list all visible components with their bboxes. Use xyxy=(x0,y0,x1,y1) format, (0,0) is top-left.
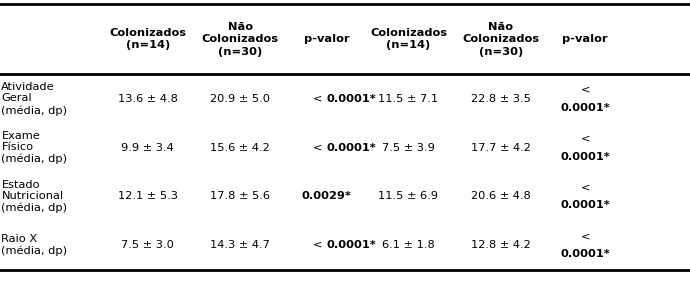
Text: Estado
Nutricional
(média, dp): Estado Nutricional (média, dp) xyxy=(1,180,68,213)
Text: <: < xyxy=(580,134,590,143)
Text: 12.1 ± 5.3: 12.1 ± 5.3 xyxy=(118,191,177,201)
Text: <: < xyxy=(313,240,326,250)
Text: Não
Colonizados
(n=30): Não Colonizados (n=30) xyxy=(201,22,279,57)
Text: 7.5 ± 3.9: 7.5 ± 3.9 xyxy=(382,143,435,152)
Text: 15.6 ± 4.2: 15.6 ± 4.2 xyxy=(210,143,270,152)
Text: 0.0001*: 0.0001* xyxy=(326,94,376,104)
Text: 17.8 ± 5.6: 17.8 ± 5.6 xyxy=(210,191,270,201)
Text: 22.8 ± 3.5: 22.8 ± 3.5 xyxy=(471,94,531,104)
Text: Colonizados
(n=14): Colonizados (n=14) xyxy=(370,28,447,50)
Text: <: < xyxy=(580,231,590,241)
Text: Colonizados
(n=14): Colonizados (n=14) xyxy=(109,28,186,50)
Text: 12.8 ± 4.2: 12.8 ± 4.2 xyxy=(471,240,531,250)
Text: Atividade
Geral
(média, dp): Atividade Geral (média, dp) xyxy=(1,82,68,116)
Text: p-valor: p-valor xyxy=(562,34,608,44)
Text: 9.9 ± 3.4: 9.9 ± 3.4 xyxy=(121,143,174,152)
Text: <: < xyxy=(313,94,326,104)
Text: 17.7 ± 4.2: 17.7 ± 4.2 xyxy=(471,143,531,152)
Text: 11.5 ± 6.9: 11.5 ± 6.9 xyxy=(379,191,438,201)
Text: <: < xyxy=(580,85,590,95)
Text: 20.9 ± 5.0: 20.9 ± 5.0 xyxy=(210,94,270,104)
Text: Exame
Físico
(média, dp): Exame Físico (média, dp) xyxy=(1,131,68,164)
Text: 14.3 ± 4.7: 14.3 ± 4.7 xyxy=(210,240,270,250)
Text: 0.0001*: 0.0001* xyxy=(326,240,376,250)
Text: 20.6 ± 4.8: 20.6 ± 4.8 xyxy=(471,191,531,201)
Text: Não
Colonizados
(n=30): Não Colonizados (n=30) xyxy=(462,22,540,57)
Text: 0.0001*: 0.0001* xyxy=(560,249,610,259)
Text: 6.1 ± 1.8: 6.1 ± 1.8 xyxy=(382,240,435,250)
Text: Raio X
(média, dp): Raio X (média, dp) xyxy=(1,234,68,256)
Text: 0.0001*: 0.0001* xyxy=(326,143,376,152)
Text: 11.5 ± 7.1: 11.5 ± 7.1 xyxy=(378,94,439,104)
Text: 0.0029*: 0.0029* xyxy=(302,191,351,201)
Text: 0.0001*: 0.0001* xyxy=(560,152,610,162)
Text: 0.0001*: 0.0001* xyxy=(560,103,610,113)
Text: 7.5 ± 3.0: 7.5 ± 3.0 xyxy=(121,240,174,250)
Text: <: < xyxy=(313,143,326,152)
Text: p-valor: p-valor xyxy=(304,34,349,44)
Text: 0.0001*: 0.0001* xyxy=(560,200,610,210)
Text: <: < xyxy=(580,182,590,192)
Text: 13.6 ± 4.8: 13.6 ± 4.8 xyxy=(118,94,177,104)
